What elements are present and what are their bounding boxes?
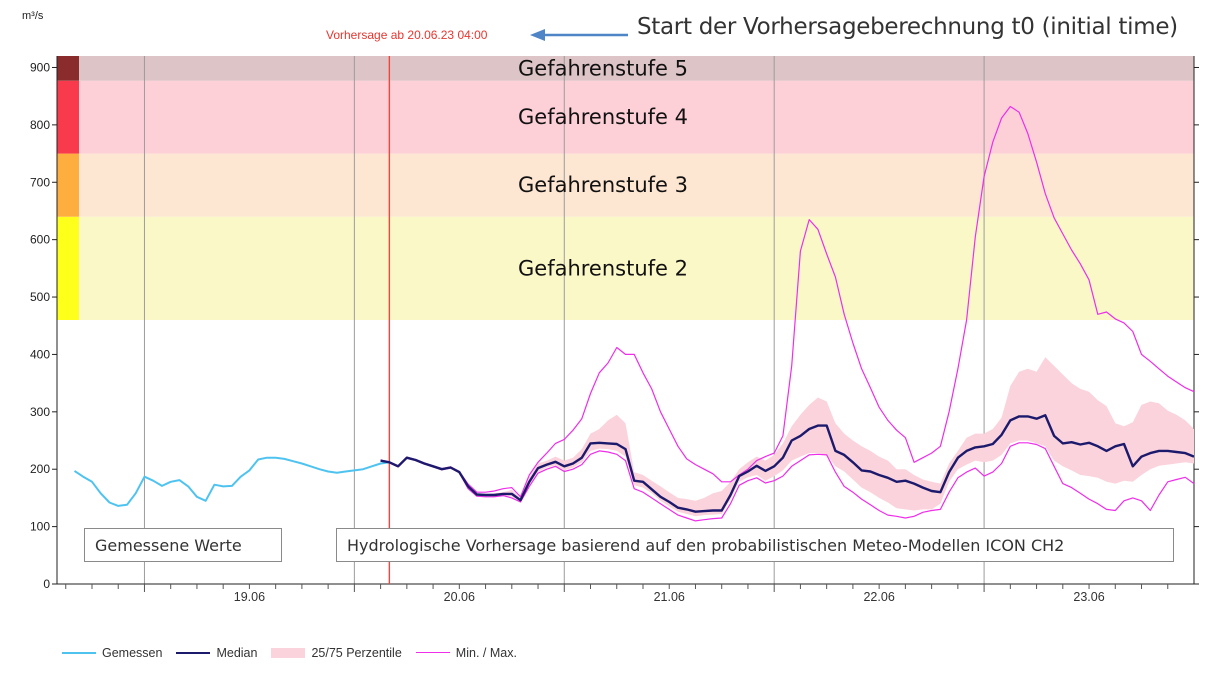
legend-label-percentile: 25/75 Perzentile xyxy=(311,646,402,660)
danger-bar-2 xyxy=(57,216,79,320)
series-percentile-band xyxy=(380,357,1195,517)
t0-annotation: Start der Vorhersageberechnung t0 (initi… xyxy=(637,14,1178,40)
legend-label-median: Median xyxy=(216,646,258,660)
x-tick-label-19.06: 19.06 xyxy=(234,590,265,604)
danger-bar-3 xyxy=(57,153,79,217)
danger-band-4 xyxy=(57,80,1194,154)
y-tick-label-0: 0 xyxy=(43,577,50,591)
series-measured-line xyxy=(73,456,390,507)
danger-level-label-2: Gefahrenstufe 2 xyxy=(518,256,688,280)
x-tick-label-20.06: 20.06 xyxy=(444,590,475,604)
legend-item-minmax[interactable]: Min. / Max. xyxy=(415,646,517,660)
danger-level-label-3: Gefahrenstufe 3 xyxy=(518,173,688,197)
y-axis-unit: m³/s xyxy=(22,10,44,22)
y-tick-label-600: 600 xyxy=(30,233,50,247)
legend-label-measured: Gemessen xyxy=(102,646,163,660)
y-tick-label-900: 900 xyxy=(30,60,50,74)
legend-swatch-measured xyxy=(62,648,96,658)
series-median-line xyxy=(380,414,1195,513)
forecast-start-label: Vorhersage ab 20.06.23 04:00 xyxy=(326,28,488,42)
danger-band-3 xyxy=(57,153,1194,217)
y-tick-label-500: 500 xyxy=(30,290,50,304)
legend-label-minmax: Min. / Max. xyxy=(455,646,517,660)
x-tick-label-22.06: 22.06 xyxy=(863,590,894,604)
legend-swatch-minmax xyxy=(415,648,450,658)
y-tick-label-300: 300 xyxy=(30,405,50,419)
legend-item-measured[interactable]: Gemessen xyxy=(62,646,162,660)
annotation-arrow-head xyxy=(530,29,545,41)
y-tick-label-400: 400 xyxy=(30,347,50,361)
danger-band-2 xyxy=(57,216,1194,320)
y-tick-label-100: 100 xyxy=(30,520,50,534)
forecast-description-box: Hydrologische Vorhersage basierend auf d… xyxy=(336,528,1174,562)
legend-swatch-percentile xyxy=(271,648,306,658)
x-tick-label-23.06: 23.06 xyxy=(1073,590,1104,604)
legend: Gemessen Median 25/75 Perzentile Min. / … xyxy=(62,646,531,660)
danger-level-label-4: Gefahrenstufe 4 xyxy=(518,105,688,129)
y-tick-label-700: 700 xyxy=(30,175,50,189)
danger-band-5 xyxy=(57,56,1194,81)
series-max-line xyxy=(380,105,1195,498)
y-tick-label-200: 200 xyxy=(30,462,50,476)
y-tick-label-800: 800 xyxy=(30,118,50,132)
measured-values-box: Gemessene Werte xyxy=(84,528,282,562)
series-min-line xyxy=(380,442,1195,522)
danger-level-label-5: Gefahrenstufe 5 xyxy=(518,56,688,80)
legend-swatch-median xyxy=(176,648,211,658)
legend-item-percentile[interactable]: 25/75 Perzentile xyxy=(271,646,402,660)
danger-bar-4 xyxy=(57,80,79,154)
legend-item-median[interactable]: Median xyxy=(176,646,257,660)
danger-bar-5 xyxy=(57,56,79,81)
x-tick-label-21.06: 21.06 xyxy=(654,590,685,604)
